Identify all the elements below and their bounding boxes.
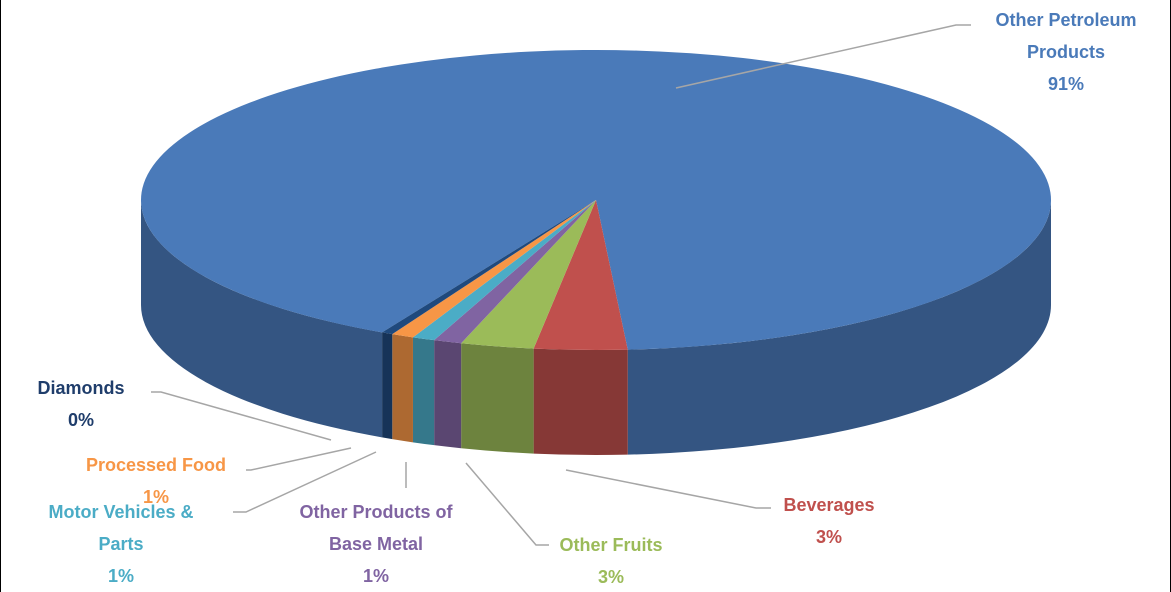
- slice-wall: [382, 332, 393, 440]
- slice-wall: [461, 343, 534, 454]
- slice: [434, 200, 596, 344]
- value-label: 1%: [362, 566, 389, 586]
- category-name: Other Fruits: [559, 535, 663, 555]
- leader-line: [151, 391, 332, 441]
- data-label: Motor Vehicles & Parts 1%: [31, 496, 211, 592]
- data-label: Other Products of Base Metal 1%: [286, 496, 466, 592]
- leader-line: [675, 24, 971, 89]
- category-name: Motor Vehicles & Parts: [48, 502, 194, 554]
- slice-wall: [392, 334, 413, 443]
- slice: [461, 200, 596, 349]
- value-label: 91%: [1047, 74, 1085, 94]
- data-label: Processed Food 1%: [66, 449, 246, 513]
- category-name: Beverages: [783, 495, 875, 515]
- category-name: Processed Food: [85, 455, 227, 475]
- category-name: Diamonds: [37, 378, 125, 398]
- leader-line: [565, 469, 771, 509]
- data-label: Other Petroleum Products 91%: [976, 4, 1156, 100]
- category-name: Other Petroleum Products: [995, 10, 1137, 62]
- value-label: 3%: [815, 527, 842, 547]
- slice: [141, 50, 1052, 350]
- leader-line: [233, 451, 377, 513]
- value-label: 1%: [142, 487, 169, 507]
- value-label: 3%: [597, 567, 624, 587]
- slice-wall: [627, 200, 1051, 455]
- value-label: 0%: [67, 410, 94, 430]
- leader-line: [246, 447, 352, 471]
- value-label: 1%: [107, 566, 134, 586]
- data-label: Beverages 3%: [739, 489, 919, 553]
- data-label: Diamonds 0%: [1, 372, 171, 436]
- leader-line: [465, 462, 549, 546]
- slice-wall: [533, 348, 628, 456]
- slice-wall: [140, 200, 383, 438]
- slice: [382, 200, 596, 335]
- slice: [412, 200, 596, 341]
- slice: [533, 200, 628, 351]
- slice: [392, 200, 596, 338]
- slice-wall: [434, 340, 462, 449]
- slice-wall: [412, 337, 435, 446]
- category-name: Other Products of Base Metal: [299, 502, 453, 554]
- data-label: Other Fruits 3%: [521, 529, 701, 592]
